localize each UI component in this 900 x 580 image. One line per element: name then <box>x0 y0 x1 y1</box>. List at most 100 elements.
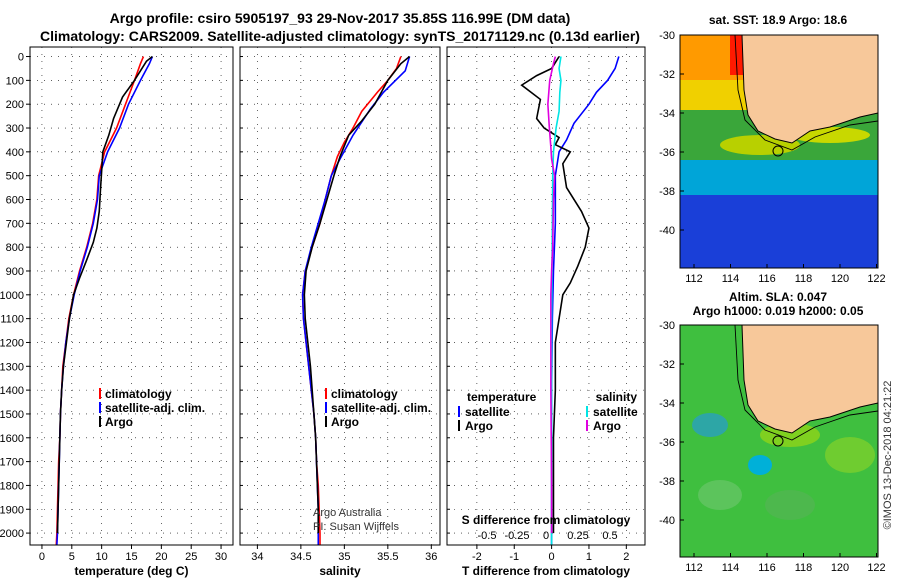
float-marker <box>772 435 784 447</box>
x-tick-label: 0 <box>549 551 555 563</box>
lon-tick-label: 112 <box>685 273 703 285</box>
x-tick-label: 30 <box>215 551 227 563</box>
lon-tick-label: 118 <box>795 273 813 285</box>
sla-patch <box>698 480 742 510</box>
y-tick-label: 400 <box>6 147 24 159</box>
x-axis-label: T difference from climatology <box>462 564 630 578</box>
lat-tick-label: -40 <box>659 515 675 527</box>
legend-label: Argo <box>593 419 621 433</box>
x-tick-label: 35.5 <box>377 551 398 563</box>
y-tick-label: 200 <box>6 99 24 111</box>
x-axis-label: salinity <box>319 564 361 578</box>
lon-tick-label: 116 <box>758 562 776 574</box>
credit-block: Argo Australia PI: Susan Wijffels <box>313 507 399 533</box>
y-tick-label: 2000 <box>0 528 24 540</box>
sst-map-title: sat. SST: 18.9 Argo: 18.6 <box>709 13 848 27</box>
sla-patch <box>765 490 815 520</box>
secondary-tick-label: -0.25 <box>504 530 529 542</box>
y-tick-label: 1200 <box>0 337 24 349</box>
imos-credit: ©IMOS 13-Dec-2018 04:21:22 <box>882 381 894 530</box>
lat-tick-label: -36 <box>659 147 675 159</box>
sst-map-field <box>680 35 878 268</box>
x-tick-label: 34.5 <box>290 551 311 563</box>
legend-label: satellite-adj. clim. <box>331 401 431 415</box>
lat-tick-label: -36 <box>659 437 675 449</box>
chart-title-line1: Argo profile: csiro 5905197_93 29-Nov-20… <box>109 10 571 26</box>
shelf-contour <box>734 325 878 441</box>
land <box>741 325 878 434</box>
lon-tick-label: 114 <box>722 562 740 574</box>
secondary-tick-label: 0 <box>543 530 549 542</box>
secondary-tick-label: 0.5 <box>602 530 617 542</box>
y-tick-label: 100 <box>6 75 24 87</box>
x-tick-label: 34 <box>251 551 263 563</box>
chart-panel-1: 0 5 10 15 20 25 30 temperature (deg C) 0 100 200 30… <box>0 46 234 578</box>
legend-label: satellite <box>593 405 638 419</box>
legend-label: Argo <box>331 415 359 429</box>
y-tick-label: 1100 <box>0 314 24 326</box>
y-tick-label: 1800 <box>0 480 24 492</box>
lon-tick-label: 122 <box>867 273 885 285</box>
land <box>741 35 878 144</box>
sla-patch <box>825 437 875 473</box>
lat-tick-label: -38 <box>659 186 675 198</box>
x-tick-label: 15 <box>125 551 137 563</box>
series-line-3 <box>56 55 153 534</box>
lon-tick-label: 114 <box>722 273 740 285</box>
shelf-contour <box>734 35 878 151</box>
plot-frame <box>446 46 646 546</box>
y-tick-label: 1700 <box>0 457 24 469</box>
lon-tick-label: 112 <box>685 562 703 574</box>
lat-tick-label: -34 <box>659 398 675 410</box>
credit-line1: Argo Australia <box>313 507 382 519</box>
lon-tick-label: 118 <box>795 562 813 574</box>
series-line-2 <box>56 56 154 546</box>
legend-label: satellite-adj. clim. <box>105 401 205 415</box>
sla-patch <box>748 455 772 475</box>
y-tick-label: 1500 <box>0 409 24 421</box>
lon-tick-label: 122 <box>867 562 885 574</box>
lon-tick-label: 120 <box>831 273 849 285</box>
y-tick-label: 1000 <box>0 290 24 302</box>
y-tick-label: 1300 <box>0 361 24 373</box>
x-tick-label: -1 <box>509 551 519 563</box>
sla-map-field <box>680 325 878 557</box>
secondary-tick-label: -0.5 <box>478 530 497 542</box>
y-tick-label: 300 <box>6 123 24 135</box>
lat-tick-label: -30 <box>659 30 675 42</box>
legend-label: climatology <box>331 387 398 401</box>
y-tick-label: 600 <box>6 194 24 206</box>
x-tick-label: 1 <box>586 551 592 563</box>
y-tick-label: 0 <box>18 52 24 64</box>
map-frame <box>679 324 879 558</box>
x-tick-label: 25 <box>185 551 197 563</box>
legend-label: satellite <box>465 405 510 419</box>
lon-tick-label: 120 <box>831 562 849 574</box>
y-tick-label: 1400 <box>0 385 24 397</box>
y-tick-label: 800 <box>6 242 24 254</box>
lat-tick-label: -40 <box>659 225 675 237</box>
sst-blue-band <box>680 195 878 268</box>
series-line-1 <box>550 56 620 545</box>
legend-label: climatology <box>105 387 172 401</box>
secondary-axis-label: S difference from climatology <box>462 513 631 527</box>
chart-panel-2: 34 34.5 35 35.5 36 salinity climatologysatelli… <box>239 46 441 578</box>
lat-tick-label: -38 <box>659 476 675 488</box>
sla-map: -30 -32 -34 -36 -38 -40 112 114 116 118 120 122 <box>659 320 886 574</box>
lat-tick-label: -34 <box>659 108 675 120</box>
legend-title: salinity <box>596 390 638 404</box>
lon-tick-label: 116 <box>758 273 776 285</box>
chart-title-line2: Climatology: CARS2009. Satellite-adjuste… <box>40 28 640 44</box>
sla-patch <box>692 413 728 437</box>
lat-tick-label: -32 <box>659 359 675 371</box>
plot-frame <box>29 46 234 546</box>
y-tick-label: 500 <box>6 171 24 183</box>
series-line-3 <box>303 55 411 534</box>
plot-frame <box>239 46 441 546</box>
series-line-2 <box>520 56 590 534</box>
y-tick-label: 1600 <box>0 433 24 445</box>
x-tick-label: 2 <box>623 551 629 563</box>
x-axis-label: temperature (deg C) <box>74 564 188 578</box>
y-tick-label: 900 <box>6 266 24 278</box>
